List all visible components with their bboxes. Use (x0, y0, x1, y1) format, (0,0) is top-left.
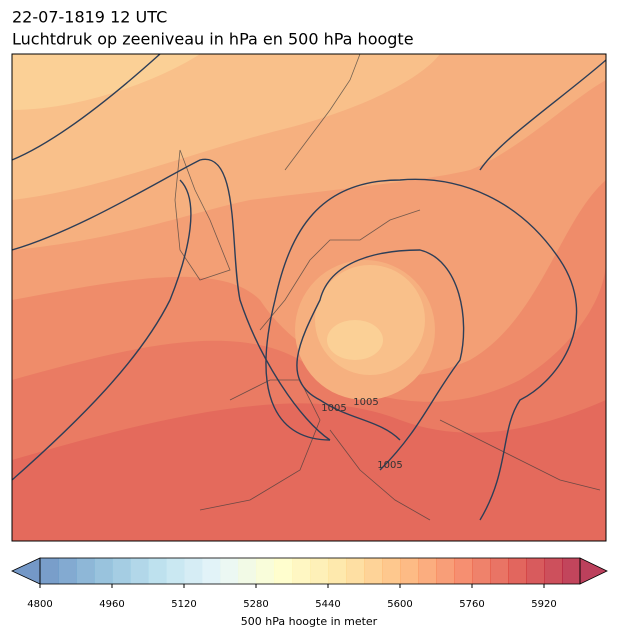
colorbar-box (508, 558, 527, 584)
colorbar-box (490, 558, 509, 584)
colorbar-box (400, 558, 419, 584)
colorbar-box (310, 558, 329, 584)
colorbar-box (202, 558, 221, 584)
colorbar: 4800 4960 5120 5280 5440 5600 5760 5920 (11, 557, 608, 610)
subtitle: Luchtdruk op zeeniveau in hPa en 500 hPa… (12, 30, 414, 49)
colorbar-box (544, 558, 563, 584)
contour-label: 1005 (377, 460, 402, 471)
colorbar-box (166, 558, 185, 584)
colorbar-tick-label: 5600 (387, 599, 412, 610)
colorbar-box (184, 558, 203, 584)
colorbar-box (274, 558, 293, 584)
colorbar-box (58, 558, 77, 584)
colorbar-box (454, 558, 473, 584)
title: 22-07-1819 12 UTC (12, 8, 167, 27)
colorbar-tick-label: 4800 (27, 599, 52, 610)
colorbar-box (562, 558, 581, 584)
contour-label: 1005 (353, 397, 378, 408)
colorbar-box (472, 558, 491, 584)
colorbar-box (94, 558, 113, 584)
colorbar-box (130, 558, 149, 584)
colorbar-box (364, 558, 383, 584)
colorbar-box (526, 558, 545, 584)
contour-label: 1005 (321, 403, 346, 414)
colorbar-box (220, 558, 239, 584)
colorbar-box (382, 558, 401, 584)
colorbar-frame (39, 557, 581, 585)
colorbar-tick-label: 5920 (531, 599, 556, 610)
colorbar-tick-label: 5760 (459, 599, 484, 610)
map: 1005 1005 1005 (12, 54, 606, 541)
colorbar-tick-label: 4960 (99, 599, 124, 610)
colorbar-label: 500 hPa hoogte in meter (241, 615, 378, 628)
colorbar-extend (11, 557, 41, 585)
colorbar-box (436, 558, 455, 584)
colorbar-tick-label: 5440 (315, 599, 340, 610)
colorbar-box (76, 558, 95, 584)
colorbar-extend (579, 557, 608, 585)
colorbar-tick-label: 5280 (243, 599, 268, 610)
colorbar-box (40, 558, 59, 584)
colorbar-box (292, 558, 311, 584)
colorbar-box (418, 558, 437, 584)
colorbar-box (112, 558, 131, 584)
colorbar-box (148, 558, 167, 584)
colorbar-tick-label: 5120 (171, 599, 196, 610)
map-frame (11, 53, 607, 542)
colorbar-box (238, 558, 257, 584)
colorbar-box (346, 558, 365, 584)
colorbar-box (328, 558, 347, 584)
colorbar-box (256, 558, 275, 584)
